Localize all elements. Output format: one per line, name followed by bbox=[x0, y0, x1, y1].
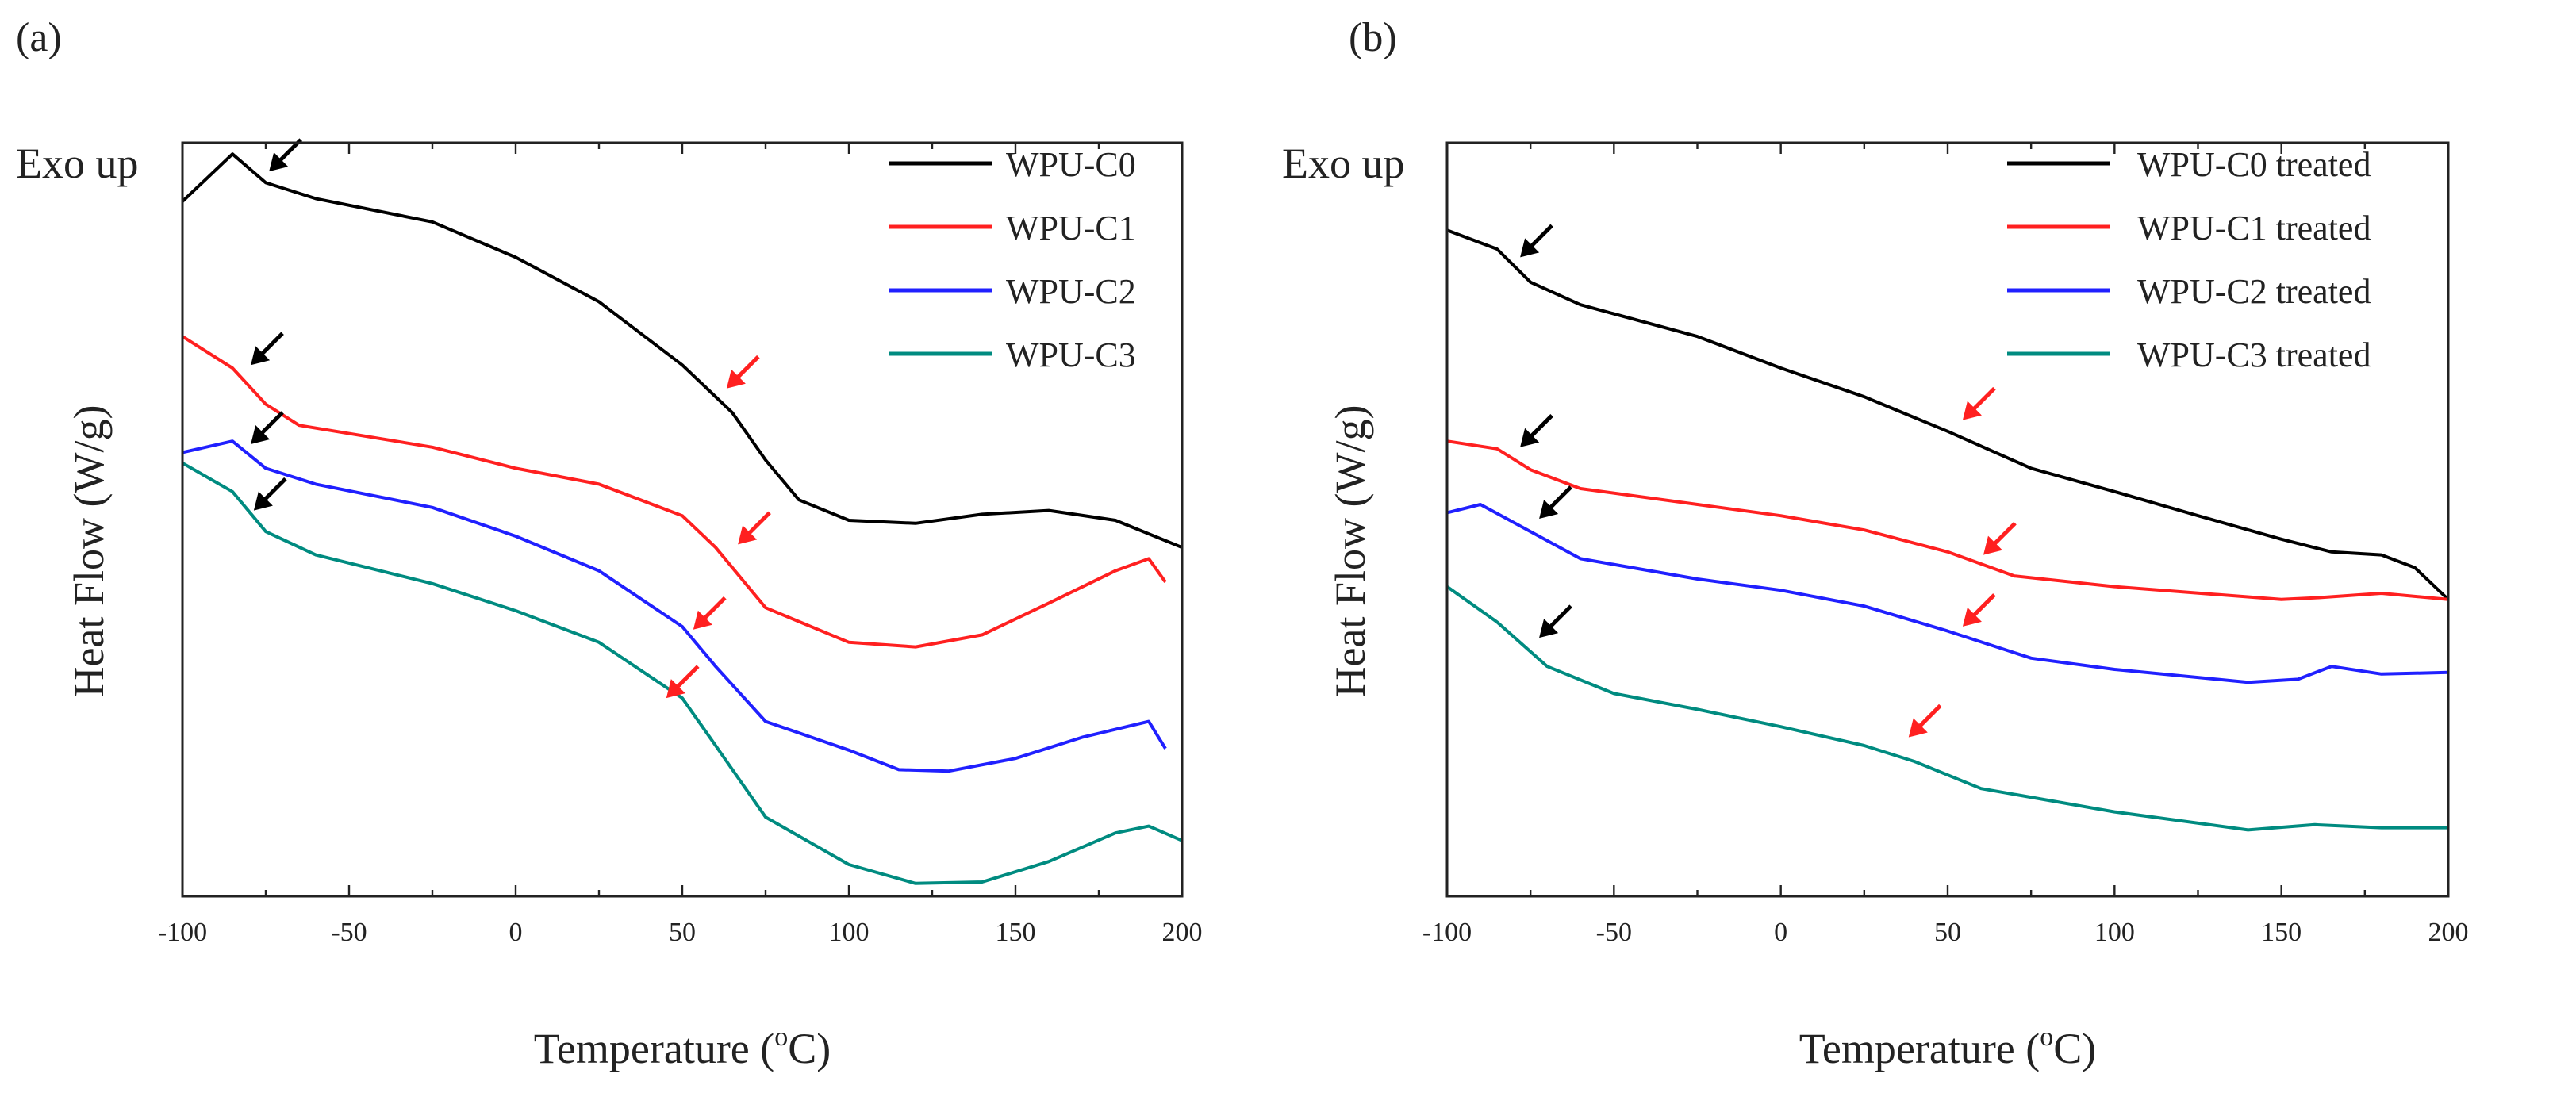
legend-label: WPU-C3 bbox=[1006, 336, 1136, 374]
series-line-2 bbox=[1446, 503, 2449, 684]
legend-item: WPU-C0 treated bbox=[2007, 145, 2371, 184]
arrow-head bbox=[1908, 718, 1928, 738]
x-axis-label-unit: C) bbox=[2053, 1025, 2096, 1072]
annotation-arrow bbox=[1908, 704, 1942, 738]
x-axis-label-degree: o bbox=[2040, 1022, 2053, 1052]
annotation-arrow bbox=[1520, 414, 1553, 447]
exo-up-label: Exo up bbox=[16, 140, 139, 187]
panel-label: (b) bbox=[1349, 15, 1397, 60]
arrow-head bbox=[666, 679, 685, 699]
arrow-head bbox=[269, 152, 289, 172]
arrow-head bbox=[1962, 401, 1982, 420]
annotation-arrow bbox=[693, 596, 727, 630]
x-axis-label-unit: C) bbox=[788, 1025, 831, 1072]
arrow-head bbox=[1983, 535, 2003, 555]
annotation-arrow bbox=[1539, 485, 1572, 520]
series-line-0 bbox=[1446, 228, 2450, 601]
legend-label: WPU-C3 treated bbox=[2137, 336, 2371, 374]
x-tick-label: 0 bbox=[509, 918, 523, 947]
legend: WPU-C0 WPU-C1 WPU-C2 WPU-C3 bbox=[889, 145, 1136, 374]
legend-item: WPU-C3 bbox=[889, 336, 1136, 374]
annotation-arrow bbox=[251, 332, 284, 366]
legend-label: WPU-C0 bbox=[1006, 145, 1136, 184]
x-tick-label: -100 bbox=[1422, 918, 1472, 947]
x-tick-label: 200 bbox=[1162, 918, 1203, 947]
series-line-3 bbox=[1445, 585, 2448, 832]
annotation-arrow bbox=[1983, 521, 2017, 555]
x-tick-label: -100 bbox=[158, 918, 207, 947]
series-line-0 bbox=[181, 152, 1183, 550]
plot-frame bbox=[1445, 141, 2450, 898]
series-line-1 bbox=[1446, 439, 2449, 601]
annotation-arrow bbox=[253, 477, 287, 511]
x-tick-label: 200 bbox=[2428, 918, 2469, 947]
legend-item: WPU-C2 bbox=[889, 272, 1136, 311]
legend-label: WPU-C1 bbox=[1006, 209, 1136, 247]
x-axis-label-degree: o bbox=[774, 1022, 788, 1052]
arrow-head bbox=[251, 425, 271, 444]
legend-label: WPU-C2 bbox=[1006, 272, 1136, 311]
plot-frame bbox=[181, 141, 1184, 898]
x-tick-label: 100 bbox=[829, 918, 870, 947]
x-axis-label: Temperature (oC) bbox=[1799, 1022, 2097, 1072]
panel-b: (b) Exo up -100 -50 0 50 100 150 200 Temperature … bbox=[1282, 15, 2469, 1072]
x-tick-label: 150 bbox=[996, 918, 1036, 947]
annotation-arrow bbox=[269, 138, 302, 172]
annotation-arrow bbox=[251, 411, 284, 444]
x-tick-label: 100 bbox=[2094, 918, 2135, 947]
legend-label: WPU-C0 treated bbox=[2137, 145, 2371, 184]
arrow-head bbox=[253, 491, 273, 511]
y-axis-label: Heat Flow (W/g) bbox=[1326, 405, 1374, 698]
x-tick-label: 0 bbox=[1774, 918, 1787, 947]
series-line-2 bbox=[182, 439, 1167, 773]
x-tick-label: 50 bbox=[1934, 918, 1961, 947]
arrow-head bbox=[1520, 428, 1540, 447]
panel-a: (a) Exo up -100 -50 0 50 100 150 200 Temperature … bbox=[16, 15, 1203, 1072]
exo-up-label: Exo up bbox=[1282, 140, 1405, 187]
annotation-arrow bbox=[1962, 593, 1996, 627]
arrow-head bbox=[693, 610, 712, 630]
annotation-arrow bbox=[1539, 604, 1572, 638]
legend-item: WPU-C0 bbox=[889, 145, 1136, 184]
x-axis-label: Temperature (oC) bbox=[534, 1022, 831, 1072]
legend-item: WPU-C1 treated bbox=[2007, 209, 2371, 247]
x-tick-label: 50 bbox=[669, 918, 696, 947]
arrow-head bbox=[1539, 619, 1559, 638]
x-axis-label-text: Temperature ( bbox=[534, 1025, 775, 1072]
x-tick-label: 150 bbox=[2261, 918, 2302, 947]
annotation-arrow bbox=[666, 665, 700, 699]
arrow-head bbox=[726, 369, 746, 389]
arrow-head bbox=[1962, 607, 1982, 627]
x-tick-label: -50 bbox=[1596, 918, 1632, 947]
y-axis-label: Heat Flow (W/g) bbox=[65, 405, 113, 698]
legend-label: WPU-C1 treated bbox=[2137, 209, 2371, 247]
annotation-arrow bbox=[726, 355, 760, 389]
annotation-arrow bbox=[1962, 386, 1996, 420]
arrow-head bbox=[1539, 500, 1559, 520]
x-tick-label: -50 bbox=[331, 918, 367, 947]
arrow-head bbox=[1520, 238, 1540, 258]
panel-label: (a) bbox=[16, 15, 62, 60]
series-line-1 bbox=[181, 335, 1167, 649]
arrow-head bbox=[738, 525, 758, 545]
legend-label: WPU-C2 treated bbox=[2137, 272, 2371, 311]
arrow-head bbox=[251, 346, 271, 366]
legend-item: WPU-C3 treated bbox=[2007, 336, 2371, 374]
annotation-arrow bbox=[1520, 224, 1553, 258]
legend: WPU-C0 treated WPU-C1 treated WPU-C2 treat… bbox=[2007, 145, 2371, 374]
annotation-arrow bbox=[738, 511, 771, 545]
arrow-shaft bbox=[1969, 386, 1996, 414]
legend-item: WPU-C1 bbox=[889, 209, 1136, 247]
legend-item: WPU-C2 treated bbox=[2007, 272, 2371, 311]
series-line-3 bbox=[182, 462, 1183, 885]
x-axis-label-text: Temperature ( bbox=[1799, 1025, 2040, 1072]
